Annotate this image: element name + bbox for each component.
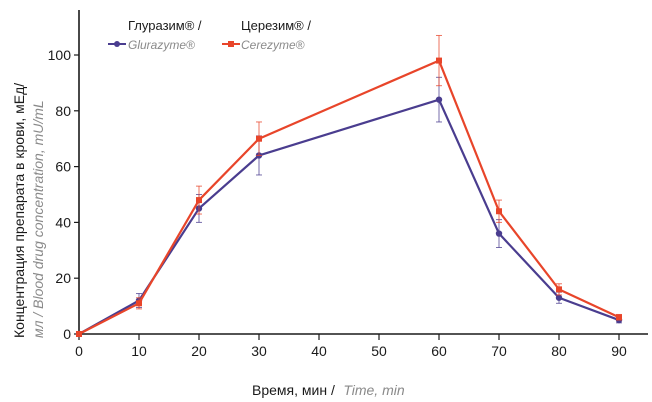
y-tick-label: 40 bbox=[55, 214, 71, 230]
series-line bbox=[78, 98, 620, 335]
legend-label-cerezyme: Церезим® / bbox=[241, 18, 311, 33]
y-tick-label: 20 bbox=[55, 270, 71, 286]
axes bbox=[78, 10, 648, 335]
x-tick-label: 40 bbox=[311, 343, 327, 359]
y-tick-label: 100 bbox=[48, 47, 72, 63]
x-axis-label: Время, мин / bbox=[252, 382, 335, 398]
y-tick-label: 80 bbox=[55, 103, 71, 119]
x-axis-label-italic: Time, min bbox=[343, 382, 405, 398]
x-tick-label: 30 bbox=[251, 343, 267, 359]
data-point bbox=[435, 96, 443, 103]
x-tick-label: 10 bbox=[131, 343, 147, 359]
x-tick-label: 90 bbox=[611, 343, 627, 359]
data-point bbox=[496, 208, 502, 215]
data-point bbox=[616, 314, 622, 321]
x-ticks: 0 10 20 30 40 50 60 70 80 90 bbox=[75, 334, 627, 359]
data-point bbox=[555, 294, 563, 301]
legend-item-glurazyme: Глуразим® / Glurazyme® bbox=[108, 18, 202, 52]
data-point bbox=[196, 197, 202, 204]
y-axis-label-italic: мл / Blood drug concentration, mU/mL bbox=[30, 100, 46, 338]
data-point bbox=[556, 286, 562, 293]
legend: Глуразим® / Glurazyme® Церезим® / Cerezy… bbox=[108, 18, 311, 52]
data-point bbox=[76, 331, 82, 337]
series-line bbox=[78, 59, 620, 335]
legend-marker-cerezyme bbox=[228, 41, 234, 47]
y-tick-label: 60 bbox=[55, 159, 71, 175]
x-axis-title: Время, мин / Time, min bbox=[252, 382, 405, 399]
legend-marker-glurazyme bbox=[114, 41, 120, 47]
y-axis-label: Концентрация препарата в крови, мЕд/ bbox=[11, 83, 27, 338]
series-glurazyme bbox=[75, 76, 623, 338]
svg-text:Концентрация препарата в крови: Концентрация препарата в крови, мЕд/ bbox=[11, 83, 27, 338]
x-tick-label: 50 bbox=[371, 343, 387, 359]
x-tick-label: 80 bbox=[551, 343, 567, 359]
series-layer bbox=[75, 34, 623, 338]
y-tick-label: 0 bbox=[63, 326, 71, 342]
data-point bbox=[495, 230, 503, 237]
x-tick-label: 20 bbox=[191, 343, 207, 359]
legend-label-glurazyme-latin: Glurazyme® bbox=[128, 38, 195, 52]
svg-text:мл / Blood drug concentration,: мл / Blood drug concentration, mU/mL bbox=[30, 100, 46, 338]
legend-item-cerezyme: Церезим® / Cerezyme® bbox=[222, 18, 311, 52]
x-tick-label: 60 bbox=[431, 343, 447, 359]
y-ticks: 0 20 40 60 80 100 bbox=[48, 47, 79, 342]
data-point bbox=[436, 57, 442, 64]
legend-label-cerezyme-latin: Cerezyme® bbox=[241, 38, 305, 52]
data-point bbox=[256, 135, 262, 142]
x-tick-label: 70 bbox=[491, 343, 507, 359]
data-point bbox=[136, 300, 142, 307]
series-cerezyme bbox=[76, 34, 622, 337]
y-axis-title: Концентрация препарата в крови, мЕд/ мл … bbox=[11, 83, 46, 338]
legend-label-glurazyme: Глуразим® / bbox=[128, 18, 202, 33]
x-tick-label: 0 bbox=[75, 343, 83, 359]
